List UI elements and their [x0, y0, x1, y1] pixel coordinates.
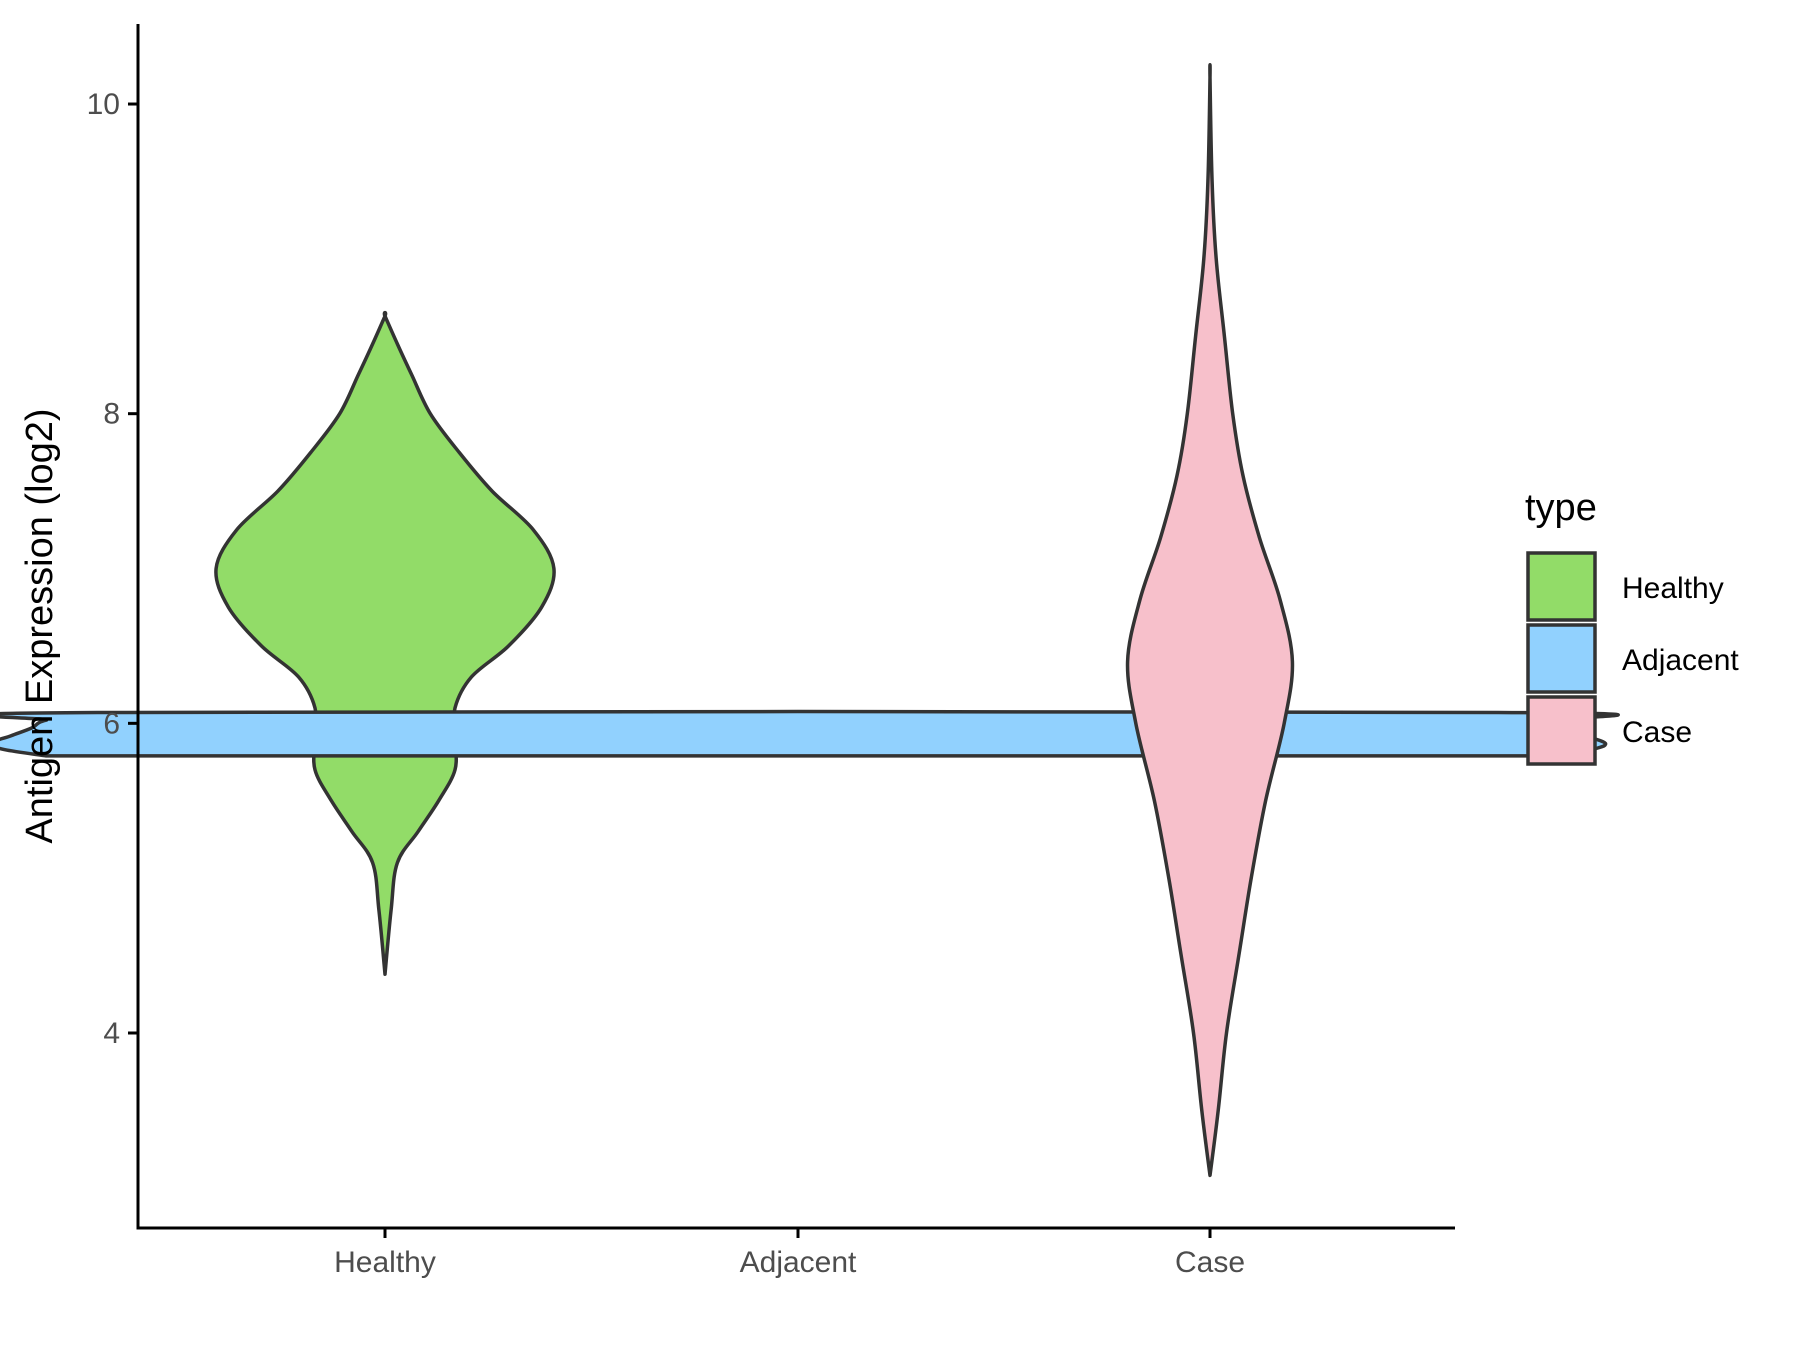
axes-layer: [136, 24, 1455, 1230]
legend-label-adjacent: Adjacent: [1622, 644, 1739, 677]
legend: type Healthy Adjacent Case: [1525, 487, 1739, 766]
violin-healthy: [214, 310, 556, 976]
x-tick-label: Case: [1175, 1246, 1245, 1279]
legend-label-healthy: Healthy: [1622, 572, 1724, 605]
y-axis-title: Antigen Expression (log2): [19, 408, 61, 843]
y-tick-label: 8: [103, 398, 120, 431]
y-tick-label: 10: [87, 88, 120, 121]
y-tick-label: 6: [103, 707, 120, 740]
legend-items: Healthy Adjacent Case: [1526, 551, 1739, 766]
violin-case: [1125, 62, 1295, 1178]
violins-layer: [0, 62, 1620, 1178]
violin-adjacent: [0, 709, 1620, 758]
legend-title: type: [1525, 487, 1597, 529]
legend-swatch-adjacent: [1526, 623, 1597, 694]
x-tick-label: Adjacent: [740, 1246, 857, 1279]
legend-swatch-case: [1526, 695, 1597, 766]
y-ticks: 4 6 8 10: [87, 88, 138, 1050]
x-ticks: Healthy Adjacent Case: [334, 1228, 1245, 1279]
x-tick-label: Healthy: [334, 1246, 436, 1279]
y-tick-label: 4: [103, 1017, 120, 1050]
legend-label-case: Case: [1622, 716, 1692, 749]
legend-swatch-healthy: [1526, 551, 1597, 622]
